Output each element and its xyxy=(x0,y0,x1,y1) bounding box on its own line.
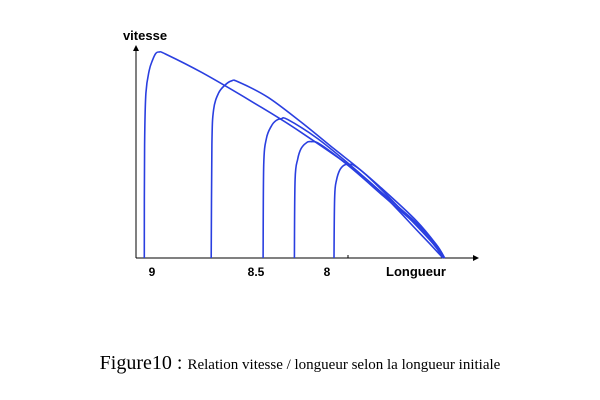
figure-caption: Figure10 : Relation vitesse / longueur s… xyxy=(0,352,600,375)
caption-figure-label: Figure10 xyxy=(99,352,172,374)
y-axis-title: vitesse xyxy=(123,28,167,43)
caption-separator: : xyxy=(171,352,188,374)
x-tick-labels: 9 8.5 8 xyxy=(149,255,349,279)
caption-text: Relation vitesse / longueur selon la lon… xyxy=(187,357,501,373)
velocity-curve-1 xyxy=(143,50,444,259)
velocity-curve-4 xyxy=(293,140,446,259)
velocity-curve-2 xyxy=(210,79,444,259)
x-tick-label: 8.5 xyxy=(248,265,265,279)
x-tick-label: 9 xyxy=(149,265,156,279)
x-tick-label: 8 xyxy=(324,265,331,279)
curves-group xyxy=(143,50,446,259)
x-axis-title: Longueur xyxy=(386,264,446,279)
velocity-curve-3 xyxy=(262,117,446,259)
velocity-curve-5 xyxy=(333,163,446,259)
chart-svg: vitesse Longueur 9 8.5 8 xyxy=(123,28,479,279)
